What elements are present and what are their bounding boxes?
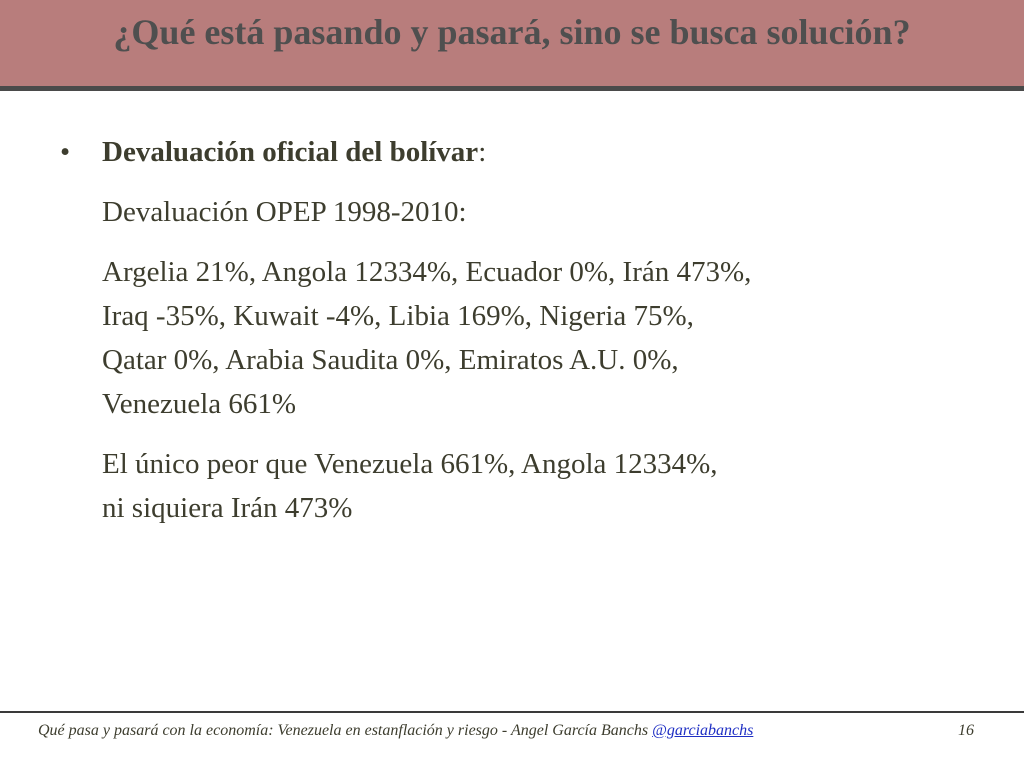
slide-content: • Devaluación oficial del bolívar: Deval… (60, 130, 982, 530)
bullet-item: • Devaluación oficial del bolívar: (60, 130, 982, 174)
footer: Qué pasa y pasará con la economía: Venez… (0, 722, 1024, 746)
bullet-icon: • (60, 136, 71, 168)
slide-title: ¿Qué está pasando y pasará, sino se busc… (113, 12, 911, 52)
paragraph-line: Venezuela 661% (102, 388, 297, 420)
title-divider (0, 86, 1024, 91)
twitter-handle-link[interactable]: @garciabanchs (652, 722, 754, 739)
page-number: 16 (958, 722, 974, 739)
title-bar (0, 0, 1024, 86)
paragraph-line: Qatar 0%, Arabia Saudita 0%, Emiratos A.… (102, 344, 679, 376)
conclusion-paragraph: El único peor que Venezuela 661%, Angola… (102, 442, 982, 530)
paragraph-line: ni siquiera Irán 473% (102, 492, 353, 524)
paragraph-line: Iraq -35%, Kuwait -4%, Libia 169%, Niger… (102, 300, 694, 332)
bullet-heading: Devaluación oficial del bolívar (102, 136, 479, 168)
bullet-heading-colon: : (478, 136, 487, 168)
footer-divider (0, 711, 1024, 713)
paragraph-line: Argelia 21%, Angola 12334%, Ecuador 0%, … (102, 256, 752, 288)
paragraph-line: El único peor que Venezuela 661%, Angola… (102, 448, 718, 480)
subheading: Devaluación OPEP 1998-2010: (102, 196, 467, 228)
footer-caption: Qué pasa y pasará con la economía: Venez… (38, 722, 653, 739)
devaluation-list-paragraph: Argelia 21%, Angola 12334%, Ecuador 0%, … (102, 250, 982, 426)
footer-text: Qué pasa y pasará con la economía: Venez… (38, 722, 753, 740)
